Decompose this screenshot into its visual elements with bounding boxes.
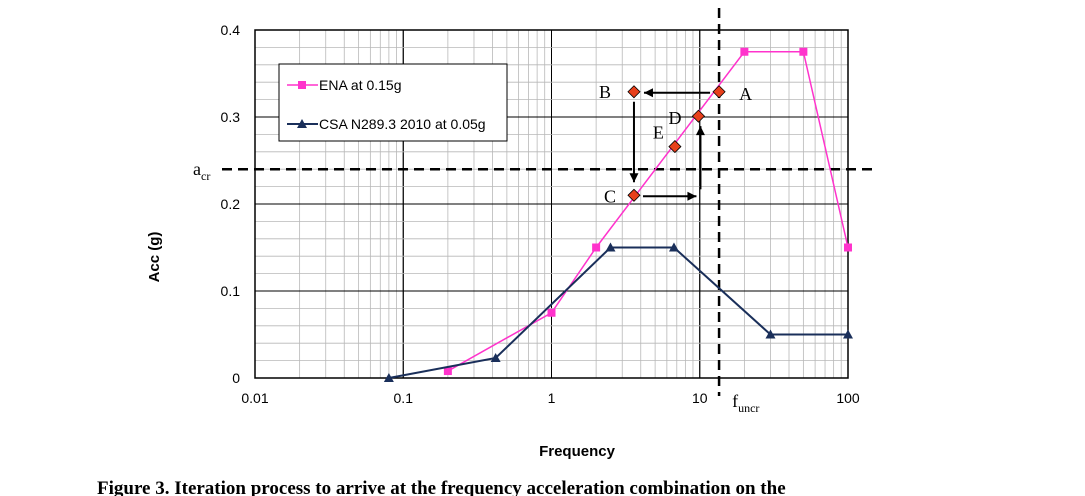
series-1-point — [547, 308, 556, 317]
tick-labels: 0.01 0.1 1 10 100 0 0.1 0.2 0.3 0.4 — [221, 22, 860, 406]
x-axis-title: Frequency — [539, 443, 616, 460]
arrow-c-right — [642, 191, 697, 201]
figure-caption: Figure 3. Iteration process to arrive at… — [97, 478, 786, 496]
series-2-point — [668, 242, 679, 252]
iteration-points: A B C DE — [599, 82, 752, 207]
funcr-label: funcr — [732, 391, 759, 415]
arrow-b-to-c — [629, 101, 639, 183]
series-2-point — [843, 329, 853, 339]
iteration-point-e — [668, 140, 682, 154]
series-2-point — [765, 329, 776, 339]
series — [383, 47, 853, 382]
arrow-up-to-d-head — [695, 126, 705, 136]
iteration-point-c — [627, 188, 641, 202]
legend-label-csa: CSA N289.3 2010 at 0.05g — [319, 116, 486, 132]
legend: ENA at 0.15g CSA N289.3 2010 at 0.05g — [278, 63, 508, 142]
series-2-point — [605, 242, 616, 252]
series-1-point — [592, 243, 601, 252]
y-tick-label: 0.3 — [221, 109, 241, 125]
series-line-2 — [388, 246, 848, 379]
arrow-c-right-head — [687, 191, 697, 201]
x-tick-label: 100 — [836, 390, 860, 406]
funcr-label-sub: uncr — [738, 401, 759, 415]
iteration-arrows — [629, 88, 711, 201]
series-line-1 — [447, 51, 849, 372]
arrow-a-to-b — [643, 88, 711, 98]
iteration-point-d — [691, 109, 706, 123]
iteration-label-a: A — [739, 84, 752, 104]
iteration-point-a — [712, 85, 726, 99]
y-axis-title: Acc (g) — [146, 232, 163, 283]
arrow-up-to-d — [695, 126, 705, 190]
iteration-label-c: C — [604, 186, 616, 206]
legend-box — [278, 63, 508, 142]
acr-label: acr — [193, 159, 210, 183]
acr-label-sub: cr — [201, 169, 210, 183]
legend-label-ena: ENA at 0.15g — [319, 77, 402, 93]
series-1-point — [844, 243, 852, 252]
y-tick-label: 0 — [232, 370, 240, 386]
arrow-a-to-b-head — [643, 88, 653, 98]
series-2-point — [490, 352, 501, 362]
series-1-point — [443, 367, 452, 376]
x-tick-label: 0.01 — [241, 390, 268, 406]
iteration-label-e: E — [653, 123, 664, 143]
series-1-point — [799, 47, 808, 56]
arrow-b-to-c-head — [629, 173, 639, 183]
x-tick-label: 1 — [548, 390, 556, 406]
y-tick-label: 0.2 — [221, 196, 241, 212]
iteration-point-b — [627, 85, 641, 99]
iteration-label-d: D — [668, 108, 681, 128]
x-tick-label: 0.1 — [394, 390, 414, 406]
legend-marker-ena — [298, 81, 306, 89]
series-2-point — [383, 373, 394, 382]
x-tick-label: 10 — [692, 390, 708, 406]
series-1-point — [740, 47, 749, 56]
y-tick-label: 0.1 — [221, 283, 241, 299]
iteration-label-b: B — [599, 82, 611, 102]
plot-frame — [254, 29, 849, 379]
y-tick-label: 0.4 — [221, 22, 241, 38]
legend-marker-csa — [297, 119, 307, 128]
